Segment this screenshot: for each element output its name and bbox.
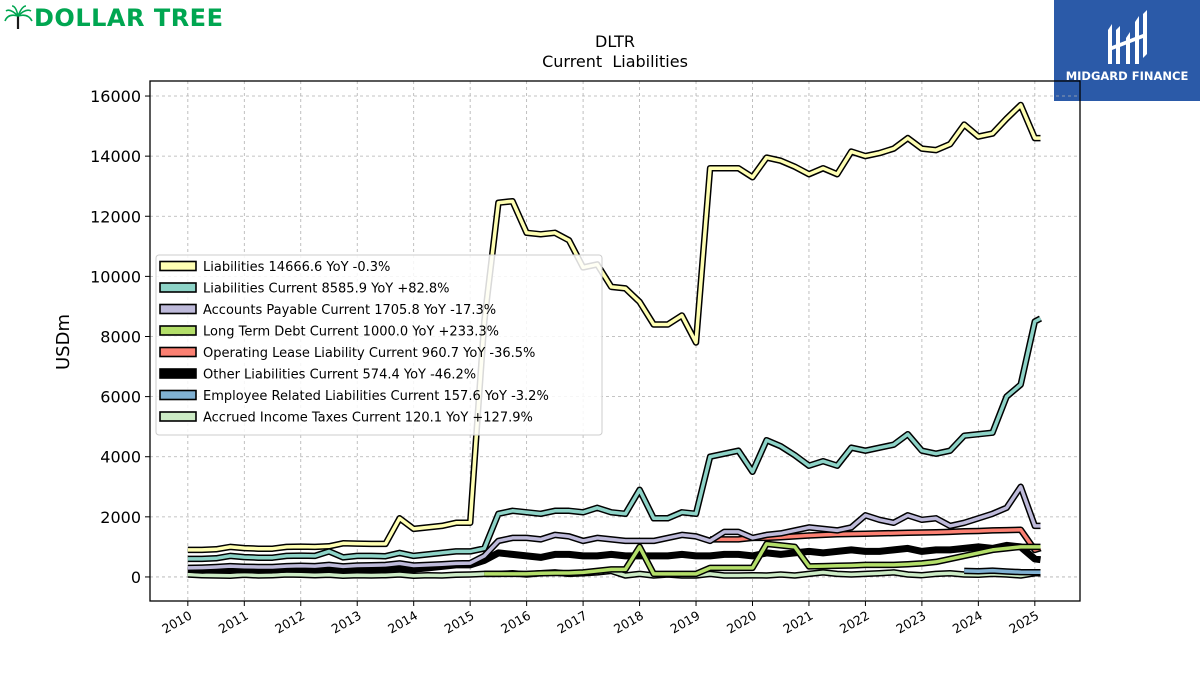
y-axis-ticks: 0 2000 4000 6000 8000 10000 12000 14000 16000: [90, 87, 150, 587]
dollar-tree-wordmark: DOLLAR TREE: [34, 4, 224, 32]
x-axis-ticks: 2010 2011 2012 2013 2014 2015 2016 2017 2018 2019…: [159, 601, 1041, 637]
y-tick-label: 16000: [90, 87, 141, 106]
x-tick-label: 2017: [555, 608, 590, 637]
midgard-emblem-icon: [1108, 10, 1147, 64]
series-line: [187, 485, 1041, 570]
y-tick-label: 6000: [100, 388, 141, 407]
series-line: [187, 569, 1041, 578]
x-tick-label: 2016: [498, 608, 533, 637]
series-line: [187, 103, 1041, 552]
x-tick-label: 2023: [893, 608, 928, 637]
y-tick-label: 10000: [90, 267, 141, 286]
legend-swatch: [159, 303, 197, 315]
dollar-tree-logo: DOLLAR TREE: [4, 4, 223, 32]
legend-swatch: [159, 260, 197, 272]
x-tick-label: 2022: [837, 608, 872, 637]
y-tick-label: 14000: [90, 147, 141, 166]
legend-label: Long Term Debt Current 1000.0 YoY +233.3…: [203, 325, 499, 340]
legend-swatch: [159, 346, 197, 358]
legend: Liabilities 14666.6 YoY -0.3% Liabilities…: [155, 254, 603, 436]
x-tick-label: 2011: [216, 608, 251, 637]
legend-label: Operating Lease Liability Current 960.7 …: [203, 346, 535, 361]
x-tick-label: 2020: [724, 608, 759, 637]
series-line-other-liabilities: [187, 541, 1041, 574]
x-tick-label: 2012: [272, 608, 307, 637]
tree-icon: [4, 5, 33, 29]
y-tick-label: 0: [131, 568, 141, 587]
x-tick-label: 2014: [385, 608, 420, 637]
y-tick-label: 12000: [90, 207, 141, 226]
x-tick-label: 2024: [950, 608, 985, 637]
x-tick-label: 2015: [442, 608, 477, 637]
y-tick-label: 8000: [100, 327, 141, 346]
series-line: [484, 542, 1041, 576]
x-tick-label: 2025: [1006, 608, 1041, 637]
legend-label: Employee Related Liabilities Current 157…: [203, 389, 549, 404]
legend-label: Accounts Payable Current 1705.8 YoY -17.…: [203, 303, 496, 318]
x-tick-label: 2010: [159, 608, 194, 637]
chart-title: DLTR: [595, 32, 635, 51]
legend-box: [155, 254, 603, 436]
y-tick-label: 2000: [100, 508, 141, 527]
legend-swatch: [159, 282, 197, 293]
legend-label: Liabilities 14666.6 YoY -0.3%: [203, 260, 390, 275]
x-tick-label: 2018: [611, 608, 646, 637]
series-lines: [187, 101, 1043, 580]
legend-swatch: [159, 325, 197, 336]
legend-swatch: [159, 411, 197, 422]
legend-swatch: [159, 389, 197, 401]
legend-label: Accrued Income Taxes Current 120.1 YoY +…: [203, 411, 533, 426]
plot-area-frame: [149, 80, 1081, 602]
midgard-finance-wordmark: MIDGARD FINANCE: [1065, 69, 1189, 83]
legend-label: Other Liabilities Current 574.4 YoY -46.…: [203, 368, 476, 383]
chart-subtitle: Current Liabilities: [542, 52, 688, 71]
y-axis-label: USDm: [53, 314, 74, 370]
legend-label: Liabilities Current 8585.9 YoY +82.8%: [203, 282, 450, 297]
midgard-finance-logo: MIDGARD FINANCE: [1054, 0, 1200, 101]
series-line: [187, 316, 1042, 561]
legend-swatch: [159, 368, 197, 379]
x-tick-label: 2021: [780, 608, 815, 637]
x-tick-label: 2019: [667, 608, 702, 637]
x-tick-label: 2013: [329, 608, 364, 637]
y-tick-label: 4000: [100, 448, 141, 467]
series-line: [964, 568, 1041, 574]
